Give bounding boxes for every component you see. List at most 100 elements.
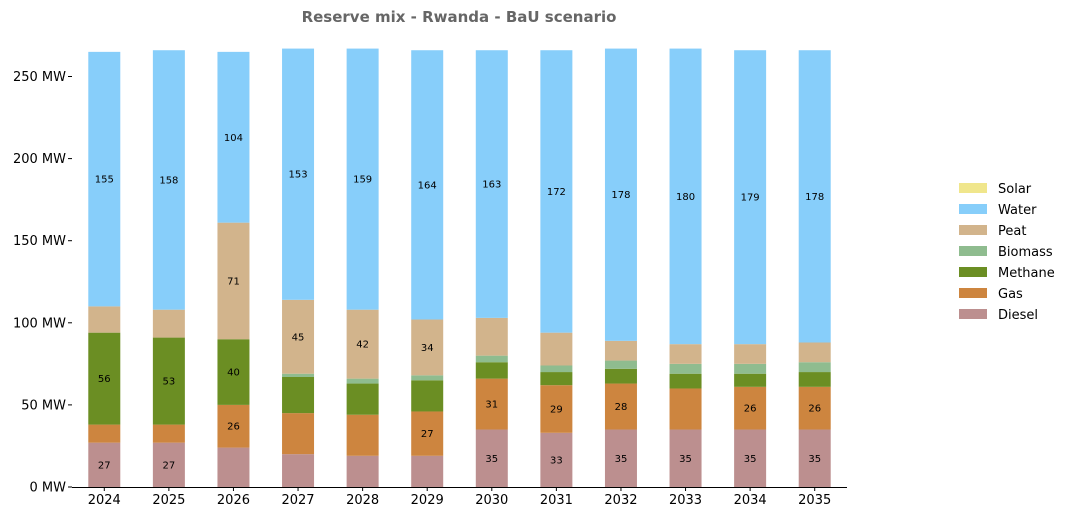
x-tick-label-2024: 2024 bbox=[88, 493, 121, 508]
x-tick-label-2028: 2028 bbox=[346, 493, 379, 508]
data-label-water-2030: 163 bbox=[482, 180, 501, 191]
data-label-water-2026: 104 bbox=[224, 133, 243, 144]
bar-segment-diesel-2031 bbox=[540, 432, 573, 487]
data-label-diesel-2034: 35 bbox=[744, 454, 757, 465]
data-label-water-2031: 172 bbox=[547, 187, 566, 198]
bar-segment-methane-2030 bbox=[475, 362, 508, 379]
bar-segment-water-2024 bbox=[88, 51, 121, 307]
bar-segment-water-2025 bbox=[152, 50, 185, 310]
bar-segment-methane-2028 bbox=[346, 383, 379, 415]
legend-label-water: Water bbox=[998, 203, 1037, 218]
x-tick-label-2030: 2030 bbox=[475, 493, 508, 508]
data-label-peat-2029: 34 bbox=[421, 343, 434, 354]
bar-segment-diesel-2028 bbox=[346, 455, 379, 487]
bars-layer bbox=[88, 48, 831, 487]
legend-label-gas: Gas bbox=[998, 287, 1023, 302]
x-tick-label-2034: 2034 bbox=[734, 493, 767, 508]
x-tick-label-2031: 2031 bbox=[540, 493, 573, 508]
data-label-gas-2032: 28 bbox=[615, 402, 628, 413]
bar-segment-water-2033 bbox=[669, 48, 702, 345]
bar-segment-peat-2035 bbox=[798, 342, 831, 363]
legend-label-diesel: Diesel bbox=[998, 308, 1038, 323]
bar-segment-methane-2029 bbox=[411, 380, 444, 412]
bar-segment-water-2028 bbox=[346, 48, 379, 310]
data-labels-layer: 27 56 155 27 53 158 26 40 71 104 45 153 42 159 27 34 164… bbox=[95, 133, 825, 472]
data-label-diesel-2035: 35 bbox=[808, 454, 821, 465]
bar-segment-biomass-2029 bbox=[411, 375, 444, 381]
bar-segment-water-2035 bbox=[798, 50, 831, 343]
bar-segment-diesel-2034 bbox=[734, 429, 767, 487]
bar-segment-diesel-2035 bbox=[798, 429, 831, 487]
data-label-water-2033: 180 bbox=[676, 192, 695, 203]
legend-label-solar: Solar bbox=[998, 182, 1032, 197]
data-label-peat-2026: 71 bbox=[227, 276, 240, 287]
legend: Solar Water Peat Biomass Methane Gas Diesel bbox=[959, 182, 1055, 323]
data-label-methane-2026: 40 bbox=[227, 368, 240, 379]
legend-swatch-diesel bbox=[959, 309, 987, 319]
bar-segment-biomass-2031 bbox=[540, 365, 573, 373]
chart-title: Reserve mix - Rwanda - BaU scenario bbox=[302, 8, 617, 26]
bar-segment-gas-2029 bbox=[411, 411, 444, 456]
data-label-diesel-2033: 35 bbox=[679, 454, 692, 465]
bar-segment-diesel-2024 bbox=[88, 442, 121, 487]
bar-segment-methane-2035 bbox=[798, 372, 831, 387]
data-label-peat-2027: 45 bbox=[292, 332, 305, 343]
bar-segment-peat-2024 bbox=[88, 306, 121, 333]
bar-segment-methane-2026 bbox=[217, 339, 250, 405]
bar-segment-diesel-2026 bbox=[217, 447, 250, 487]
y-tick-label-50: 50 MW bbox=[21, 398, 66, 413]
data-label-diesel-2025: 27 bbox=[163, 460, 176, 471]
legend-swatch-solar bbox=[959, 183, 987, 193]
x-tick-label-2026: 2026 bbox=[217, 493, 250, 508]
bar-segment-diesel-2025 bbox=[152, 442, 185, 487]
bar-segment-water-2031 bbox=[540, 50, 573, 333]
bar-segment-methane-2025 bbox=[152, 337, 185, 425]
legend-label-peat: Peat bbox=[998, 224, 1026, 239]
bar-segment-gas-2030 bbox=[475, 378, 508, 430]
y-tick-label-200: 200 MW bbox=[13, 152, 66, 167]
bar-segment-peat-2034 bbox=[734, 344, 767, 364]
data-label-water-2025: 158 bbox=[159, 175, 178, 186]
data-label-gas-2034: 26 bbox=[744, 404, 757, 415]
bar-segment-peat-2029 bbox=[411, 319, 444, 376]
bar-segment-biomass-2028 bbox=[346, 378, 379, 384]
bar-segment-water-2026 bbox=[217, 51, 250, 223]
bar-segment-biomass-2030 bbox=[475, 355, 508, 363]
data-label-gas-2026: 26 bbox=[227, 422, 240, 433]
y-tick-label-250: 250 MW bbox=[13, 70, 66, 85]
data-label-peat-2028: 42 bbox=[356, 340, 369, 351]
bar-segment-gas-2025 bbox=[152, 424, 185, 443]
data-label-water-2029: 164 bbox=[418, 180, 437, 191]
x-axis: 2024 2025 2026 2027 2028 2029 2030 2031 2032 2033… bbox=[72, 487, 847, 508]
bar-segment-methane-2032 bbox=[604, 368, 637, 384]
bar-segment-gas-2031 bbox=[540, 385, 573, 433]
data-label-gas-2030: 31 bbox=[485, 400, 498, 411]
data-label-diesel-2031: 33 bbox=[550, 455, 563, 466]
bar-segment-gas-2028 bbox=[346, 414, 379, 456]
bar-segment-gas-2026 bbox=[217, 404, 250, 448]
bar-segment-methane-2031 bbox=[540, 372, 573, 386]
data-label-diesel-2030: 35 bbox=[485, 454, 498, 465]
legend-swatch-methane bbox=[959, 267, 987, 277]
data-label-gas-2029: 27 bbox=[421, 429, 434, 440]
bar-segment-methane-2024 bbox=[88, 332, 121, 425]
data-label-gas-2031: 29 bbox=[550, 405, 563, 416]
data-label-water-2032: 178 bbox=[611, 190, 630, 201]
legend-swatch-biomass bbox=[959, 246, 987, 256]
data-label-diesel-2032: 35 bbox=[615, 454, 628, 465]
bar-segment-peat-2032 bbox=[604, 340, 637, 361]
bar-segment-peat-2028 bbox=[346, 309, 379, 379]
bar-segment-water-2029 bbox=[411, 50, 444, 320]
bar-segment-biomass-2034 bbox=[734, 363, 767, 374]
bar-segment-methane-2034 bbox=[734, 373, 767, 387]
x-tick-label-2035: 2035 bbox=[798, 493, 831, 508]
bar-segment-diesel-2030 bbox=[475, 429, 508, 487]
legend-swatch-gas bbox=[959, 288, 987, 298]
data-label-gas-2035: 26 bbox=[808, 404, 821, 415]
data-label-water-2024: 155 bbox=[95, 175, 114, 186]
bar-segment-gas-2024 bbox=[88, 424, 121, 443]
bar-segment-water-2032 bbox=[604, 48, 637, 341]
data-label-water-2035: 178 bbox=[805, 192, 824, 203]
bar-segment-peat-2030 bbox=[475, 317, 508, 356]
bar-segment-methane-2027 bbox=[282, 376, 315, 414]
